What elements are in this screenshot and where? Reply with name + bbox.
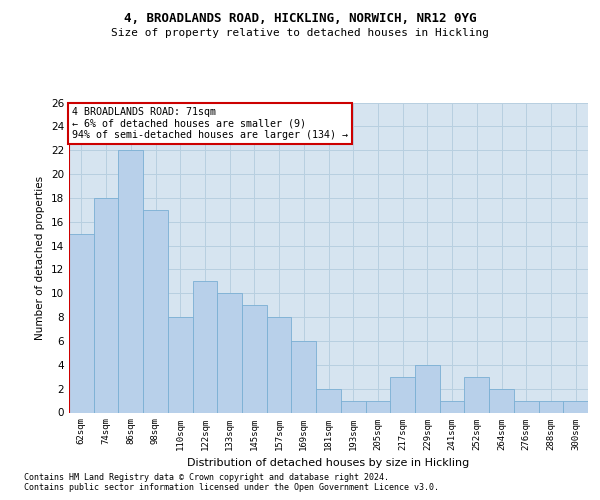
Text: Size of property relative to detached houses in Hickling: Size of property relative to detached ho…: [111, 28, 489, 38]
Bar: [539, 400, 563, 412]
Bar: [217, 294, 242, 412]
Bar: [193, 282, 217, 412]
Text: Contains public sector information licensed under the Open Government Licence v3: Contains public sector information licen…: [24, 484, 439, 492]
Bar: [242, 305, 267, 412]
Bar: [267, 317, 292, 412]
Bar: [390, 376, 415, 412]
Bar: [440, 400, 464, 412]
Bar: [563, 400, 588, 412]
Y-axis label: Number of detached properties: Number of detached properties: [35, 176, 46, 340]
Bar: [514, 400, 539, 412]
Bar: [143, 210, 168, 412]
Text: Contains HM Land Registry data © Crown copyright and database right 2024.: Contains HM Land Registry data © Crown c…: [24, 472, 389, 482]
Bar: [69, 234, 94, 412]
Bar: [316, 388, 341, 412]
Bar: [341, 400, 365, 412]
Bar: [464, 376, 489, 412]
Bar: [168, 317, 193, 412]
Bar: [489, 388, 514, 412]
Bar: [94, 198, 118, 412]
X-axis label: Distribution of detached houses by size in Hickling: Distribution of detached houses by size …: [187, 458, 470, 468]
Bar: [118, 150, 143, 412]
Bar: [292, 341, 316, 412]
Text: 4, BROADLANDS ROAD, HICKLING, NORWICH, NR12 0YG: 4, BROADLANDS ROAD, HICKLING, NORWICH, N…: [124, 12, 476, 26]
Bar: [415, 365, 440, 412]
Bar: [365, 400, 390, 412]
Text: 4 BROADLANDS ROAD: 71sqm
← 6% of detached houses are smaller (9)
94% of semi-det: 4 BROADLANDS ROAD: 71sqm ← 6% of detache…: [71, 107, 347, 140]
